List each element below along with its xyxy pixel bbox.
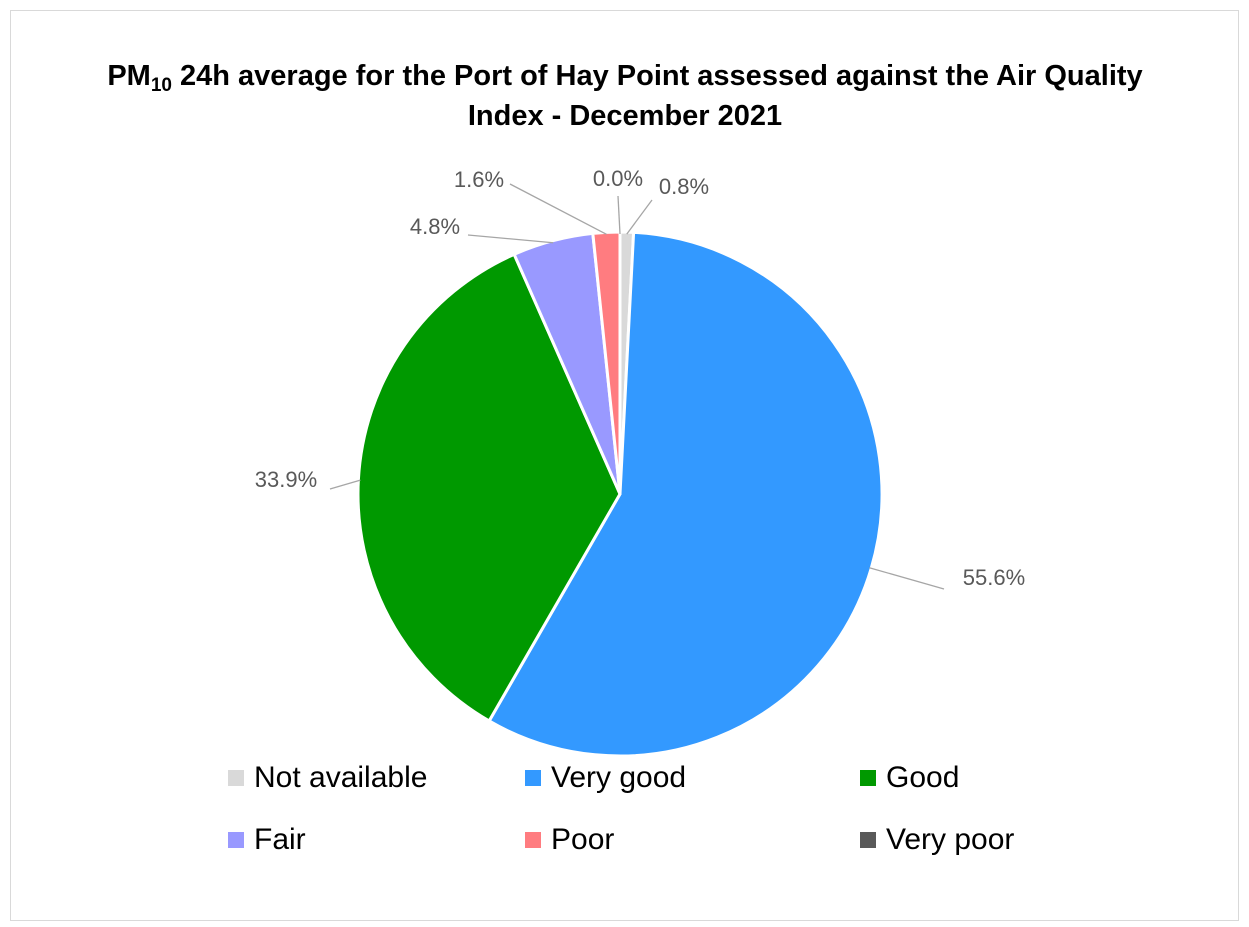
- chart-title: PM10 24h average for the Port of Hay Poi…: [90, 56, 1160, 136]
- data-label: 1.6%: [454, 167, 504, 192]
- data-label: 4.8%: [410, 214, 460, 239]
- legend-label: Poor: [551, 823, 614, 856]
- data-label: 0.0%: [593, 166, 643, 191]
- data-label: 55.6%: [963, 565, 1025, 590]
- legend-swatch: [228, 770, 244, 786]
- title-rest: 24h average for the Port of Hay Point as…: [180, 60, 1143, 132]
- data-label: 33.9%: [255, 467, 317, 492]
- leader-line: [467, 234, 554, 244]
- legend-label: Very poor: [886, 823, 1014, 856]
- leader-line: [329, 479, 361, 490]
- leader-line: [869, 567, 945, 590]
- chart-border: [10, 10, 1239, 921]
- legend-swatch: [525, 770, 541, 786]
- legend-label: Fair: [254, 823, 306, 856]
- legend-label: Very good: [551, 761, 686, 794]
- leader-line: [509, 183, 607, 235]
- title-subscript: 10: [150, 75, 172, 96]
- legend-swatch: [860, 770, 876, 786]
- title-prefix: PM: [107, 60, 151, 92]
- legend-label: Not available: [254, 761, 427, 794]
- legend-swatch: [860, 832, 876, 848]
- legend-swatch: [525, 832, 541, 848]
- leader-line: [626, 199, 653, 235]
- leader-line: [617, 195, 621, 235]
- legend-swatch: [228, 832, 244, 848]
- legend-label: Good: [886, 761, 959, 794]
- data-label: 0.8%: [659, 174, 709, 199]
